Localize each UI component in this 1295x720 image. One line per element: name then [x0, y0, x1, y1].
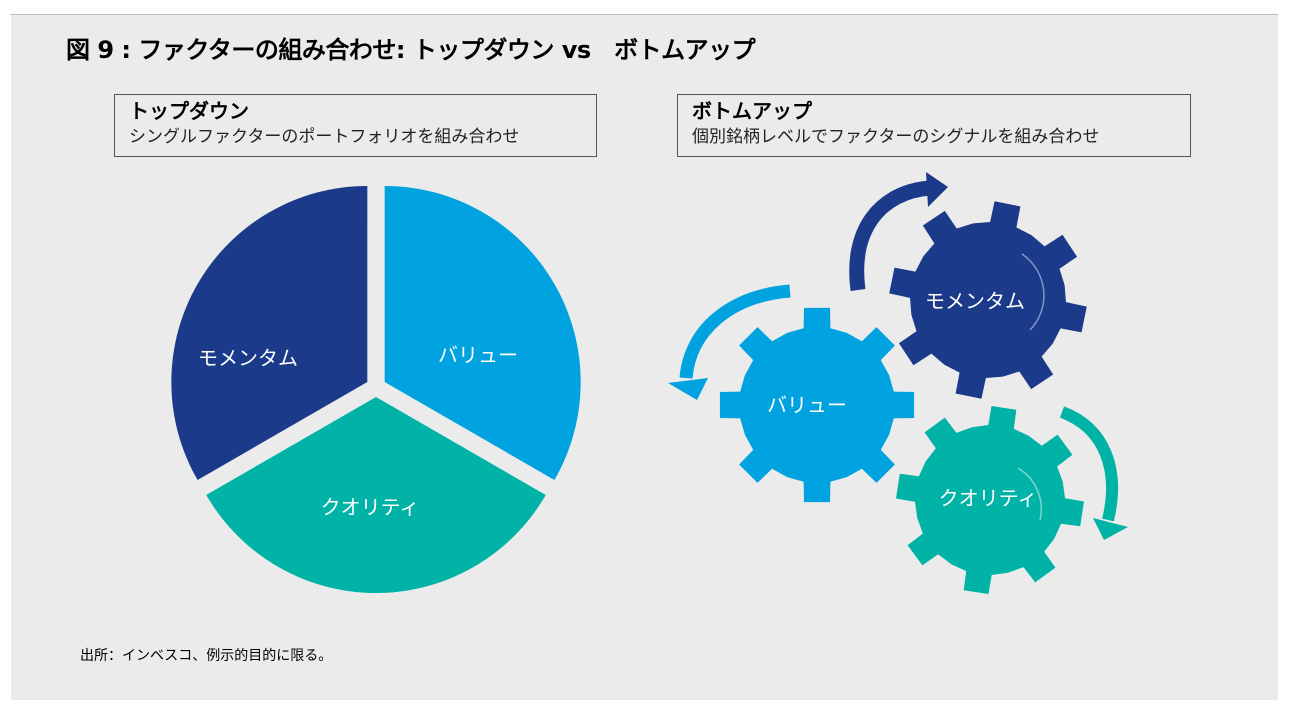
gear-value — [719, 307, 915, 503]
arrow-quality-arc — [1059, 406, 1118, 522]
top-down-title: トップダウン — [129, 99, 249, 123]
figure-title: 図 9 : ファクターの組み合わせ: トップダウン vs ボトムアップ — [66, 36, 756, 64]
arrow-momentum-arc — [849, 180, 931, 291]
arrow-quality-head — [1093, 518, 1128, 540]
pie-segment-quality — [206, 397, 546, 593]
rotation-arrows — [668, 172, 1128, 540]
source-note: 出所：インベスコ、例示的目的に限る。 — [80, 648, 333, 664]
top-down-subtitle: シングルファクターのポートフォリオを組み合わせ — [129, 127, 520, 147]
arrow-momentum-head — [926, 172, 948, 207]
pie-label-momentum: モメンタム — [198, 346, 298, 370]
pie-label-quality: クオリティ — [321, 495, 420, 519]
top-down-pie: モメンタム バリュー クオリティ — [171, 186, 581, 593]
pie-label-value: バリュー — [438, 343, 518, 367]
gear-label-momentum: モメンタム — [925, 289, 1025, 313]
bottom-up-title: ボトムアップ — [692, 99, 812, 123]
gear-momentum — [889, 201, 1087, 399]
pie-segment-momentum — [171, 186, 368, 480]
top-rule — [10, 14, 1278, 15]
arrow-value-head — [668, 378, 708, 400]
gear-quality-highlight — [1017, 467, 1042, 521]
bottom-up-label-box: ボトムアップ 個別銘柄レベルでファクターのシグナルを組み合わせ — [677, 94, 1191, 157]
bottom-up-gears: モメンタム バリュー クオリティ — [719, 201, 1087, 594]
gear-label-quality: クオリティ — [939, 486, 1038, 510]
arrow-value-arc — [679, 284, 791, 379]
top-down-label-box: トップダウン シングルファクターのポートフォリオを組み合わせ — [114, 94, 597, 157]
gear-quality — [896, 406, 1084, 594]
gear-label-value: バリュー — [767, 393, 847, 417]
bottom-up-subtitle: 個別銘柄レベルでファクターのシグナルを組み合わせ — [692, 127, 1100, 147]
gear-momentum-highlight — [1021, 253, 1045, 331]
pie-segment-value — [384, 186, 581, 480]
